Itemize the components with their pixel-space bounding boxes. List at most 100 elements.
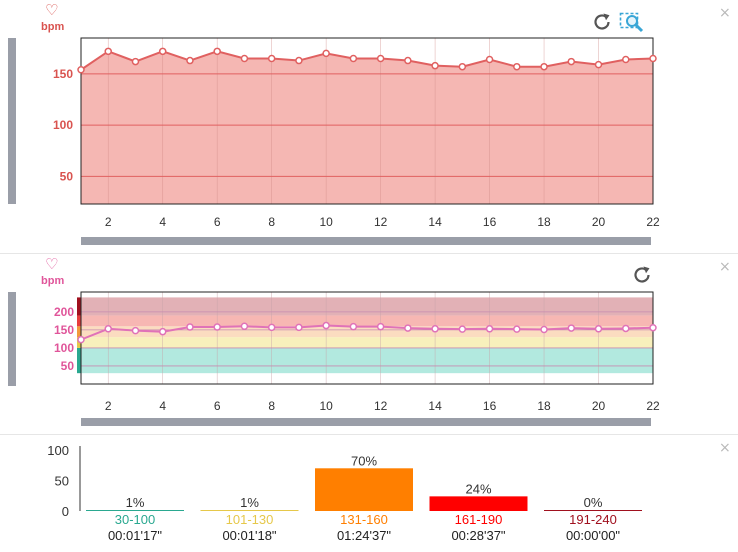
category-label: 30-100	[115, 512, 155, 527]
zone-band	[81, 347, 653, 374]
close-icon[interactable]: ×	[719, 440, 731, 456]
data-point	[186, 323, 194, 331]
zone-band	[81, 315, 653, 327]
y-tick-label: 150	[54, 323, 74, 337]
data-point	[594, 325, 603, 333]
y-tick-label: 100	[47, 443, 69, 458]
data-point	[104, 47, 112, 56]
zone-marker	[77, 326, 81, 338]
reset-zoom-icon[interactable]	[631, 264, 653, 286]
zone-marker	[77, 347, 81, 374]
x-tick-label: 6	[214, 215, 221, 229]
zone-marker	[77, 315, 81, 327]
x-tick-label: 2	[105, 399, 112, 413]
y-tick-label: 150	[53, 67, 73, 81]
duration-label: 00:28'37"	[451, 528, 505, 543]
data-point	[485, 55, 494, 64]
data-point	[458, 62, 467, 71]
bar-value-label: 1%	[240, 495, 259, 510]
data-point	[513, 62, 521, 71]
x-tick-label: 8	[268, 399, 275, 413]
x-tick-label: 4	[159, 399, 166, 413]
heart-icon: ♡	[45, 1, 59, 19]
data-point	[213, 47, 221, 56]
bar-value-label: 0%	[584, 495, 603, 510]
y-tick-label: 50	[60, 169, 74, 183]
data-point	[186, 56, 194, 65]
data-point	[240, 322, 249, 331]
data-point	[622, 55, 630, 64]
heart-rate-panel: ♡ bpm × 50 100 150 2 4 6 8 10 12 14 16 18 20 22	[0, 0, 738, 252]
data-point	[622, 324, 630, 333]
data-point	[404, 324, 412, 332]
reset-zoom-icon[interactable]	[591, 11, 613, 33]
x-tick-label: 14	[428, 399, 442, 413]
data-point	[431, 61, 439, 70]
x-tick-label: 6	[214, 399, 221, 413]
x-tick-label: 10	[319, 215, 333, 229]
x-scrollbar[interactable]	[81, 418, 651, 426]
x-tick-label: 20	[592, 215, 606, 229]
series-line	[80, 50, 654, 71]
data-point	[594, 60, 603, 69]
x-tick-label: 20	[592, 399, 606, 413]
data-point	[240, 54, 249, 63]
data-point	[567, 57, 576, 66]
x-tick-label: 22	[646, 399, 660, 413]
data-point	[295, 323, 303, 332]
y-tick-label: 100	[53, 118, 73, 132]
plot-border	[80, 37, 654, 205]
bar-value-label: 24%	[465, 481, 491, 496]
zone-line-chart: 50 100 150 200 2 4 6 8 10 12 14 16 18 20 22	[54, 291, 660, 413]
data-point	[322, 49, 330, 58]
duration-label: 00:01'18"	[222, 528, 276, 543]
duration-label: 00:00'00"	[566, 528, 620, 543]
duration-label: 00:01'17"	[108, 528, 162, 543]
data-point	[349, 322, 358, 331]
divider	[0, 434, 738, 435]
zone-band	[81, 337, 653, 348]
data-point	[77, 66, 85, 74]
zone-marker	[77, 297, 81, 316]
duration-label: 01:24'37"	[337, 528, 391, 543]
y-scrollbar[interactable]	[8, 292, 16, 386]
data-point	[649, 54, 657, 63]
data-point	[649, 323, 657, 332]
x-tick-label: 18	[537, 215, 551, 229]
heart-rate-chart: 50 100 150 2 4 6 8 10 12 14 16 18 20 22	[53, 37, 660, 229]
bar	[86, 510, 184, 511]
x-tick-label: 2	[105, 215, 112, 229]
category-label: 101-130	[226, 512, 274, 527]
bar	[200, 510, 299, 511]
data-point	[131, 326, 140, 335]
data-point	[349, 54, 358, 63]
bar-value-label: 70%	[351, 453, 377, 468]
x-tick-label: 8	[268, 215, 275, 229]
y-tick-label: 200	[54, 305, 74, 319]
area-fill	[81, 51, 653, 205]
zone-band	[81, 326, 653, 338]
x-tick-label: 22	[646, 215, 660, 229]
data-point	[540, 62, 548, 71]
bar	[544, 510, 642, 511]
data-point	[267, 54, 276, 63]
zoom-icon[interactable]	[619, 10, 645, 34]
x-tick-label: 10	[319, 399, 333, 413]
x-tick-label: 14	[428, 215, 442, 229]
data-point	[131, 57, 140, 66]
close-icon[interactable]: ×	[719, 5, 731, 21]
data-point	[404, 56, 412, 65]
data-point	[458, 325, 467, 333]
x-scrollbar[interactable]	[81, 237, 651, 245]
data-point	[540, 325, 548, 334]
zone-distribution-panel: × 0 50 100 1% 30-100 00:01'17" 1% 101-130 00:01'…	[0, 435, 738, 552]
data-point	[213, 323, 221, 331]
divider	[0, 253, 738, 254]
data-point	[77, 335, 85, 344]
y-tick-label: 50	[61, 359, 75, 373]
category-label: 131-160	[340, 512, 388, 527]
close-icon[interactable]: ×	[719, 259, 731, 275]
y-scrollbar[interactable]	[8, 38, 16, 204]
data-point	[158, 327, 167, 336]
